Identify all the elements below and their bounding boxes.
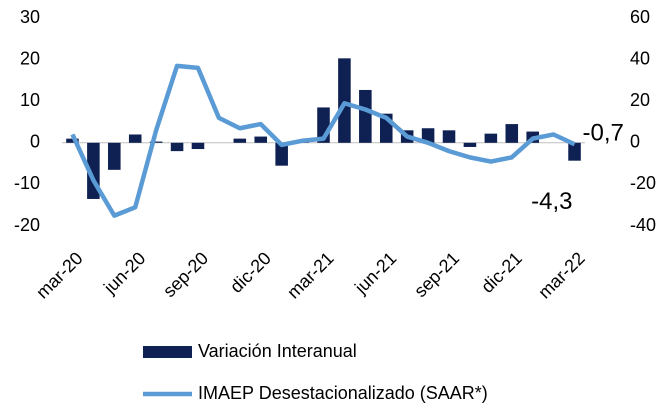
data-label: -0,7 — [583, 120, 624, 147]
bar — [191, 142, 205, 150]
y2-tick-label: 40 — [630, 48, 650, 68]
y2-tick-label: 60 — [630, 7, 650, 27]
y-tick-label: -10 — [14, 173, 40, 193]
legend-swatch — [143, 346, 192, 358]
y-tick-label: -20 — [14, 215, 40, 235]
bar — [463, 142, 477, 147]
x-tick-label: mar-22 — [534, 248, 588, 302]
x-tick-label: dic-21 — [477, 248, 526, 297]
bar — [275, 142, 288, 166]
y-tick-label: 30 — [20, 7, 40, 27]
bar — [505, 124, 519, 143]
bar — [338, 58, 351, 143]
bar — [359, 89, 372, 143]
legend-label: IMAEP Desestacionalizado (SAAR*) — [198, 383, 488, 403]
bar — [484, 133, 498, 143]
y-tick-label: 0 — [30, 132, 40, 152]
y2-tick-label: 20 — [630, 90, 650, 110]
x-tick-label: mar-21 — [283, 248, 337, 302]
bar — [568, 142, 581, 161]
bar — [254, 136, 268, 143]
y2-tick-label: -20 — [630, 173, 656, 193]
legend-label: Variación Interanual — [198, 341, 357, 361]
bar — [149, 141, 163, 143]
y2-tick-label: 0 — [630, 132, 640, 152]
x-tick-label: jun-21 — [350, 248, 400, 298]
bar — [170, 142, 184, 152]
x-tick-label: jun-20 — [99, 248, 149, 298]
x-tick-label: mar-20 — [32, 248, 86, 302]
bar — [66, 138, 79, 143]
x-tick-label: dic-20 — [226, 248, 275, 297]
bar — [421, 128, 435, 143]
bar — [442, 130, 456, 143]
bar — [233, 138, 247, 143]
data-label: -4,3 — [531, 188, 572, 215]
bar — [108, 142, 121, 170]
y-tick-label: 10 — [20, 90, 40, 110]
line — [70, 63, 576, 218]
y2-tick-label: -40 — [630, 215, 656, 235]
bar — [128, 134, 142, 143]
x-tick-label: sep-21 — [410, 248, 463, 301]
x-tick-label: sep-20 — [159, 248, 212, 301]
y-tick-label: 20 — [20, 48, 40, 68]
